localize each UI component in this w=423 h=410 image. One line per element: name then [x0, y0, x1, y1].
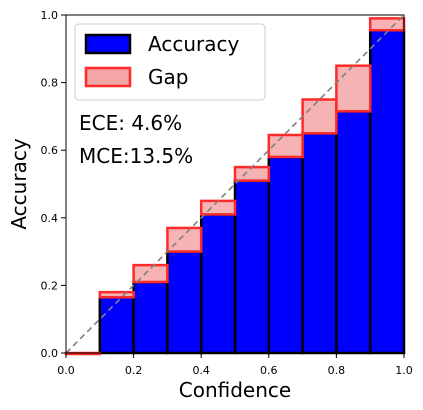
y-axis-label: Accuracy — [7, 138, 31, 229]
accuracy-bar — [301, 132, 338, 355]
gap-bar — [132, 263, 169, 284]
gap-bar — [267, 133, 304, 159]
mce-annotation: MCE:13.5% — [79, 144, 193, 168]
legend: Accuracy Gap — [74, 23, 266, 101]
gap-bar — [166, 226, 203, 253]
ece-annotation: ECE: 4.6% — [79, 111, 182, 135]
gap-bar — [301, 98, 338, 135]
accuracy-bar — [267, 155, 304, 355]
x-tick-label: 0.4 — [192, 364, 210, 377]
y-tick-label: 0.2 — [41, 279, 59, 292]
accuracy-bar — [335, 110, 372, 355]
accuracy-bar — [233, 179, 271, 355]
gap-bars — [64, 17, 406, 356]
gap-bar — [98, 290, 135, 299]
y-tick-label: 0.0 — [41, 347, 59, 360]
y-tick-label: 0.6 — [41, 144, 59, 157]
x-tick-label: 0.8 — [328, 364, 346, 377]
gap-bar — [335, 64, 372, 113]
legend-swatch-gap — [84, 66, 132, 88]
x-axis-label: Confidence — [179, 378, 291, 402]
y-tick-label: 0.8 — [41, 77, 59, 90]
legend-label-accuracy: Accuracy — [148, 32, 239, 56]
x-tick-label: 0.0 — [57, 364, 75, 377]
plot-frame — [65, 14, 405, 354]
gap-bar — [199, 199, 237, 216]
accuracy-bar — [132, 280, 169, 355]
accuracy-bar — [368, 28, 406, 355]
gap-bar — [233, 165, 271, 182]
x-tick-label: 0.2 — [125, 364, 143, 377]
x-axis-ticks: 0.0 0.2 0.4 0.6 0.8 1.0 — [57, 353, 413, 377]
legend-label-gap: Gap — [148, 65, 188, 89]
accuracy-bar — [166, 250, 203, 355]
x-tick-label: 1.0 — [395, 364, 413, 377]
y-tick-label: 0.4 — [41, 212, 59, 225]
y-tick-label: 1.0 — [41, 9, 59, 22]
legend-swatch-accuracy — [84, 33, 132, 55]
accuracy-bar — [199, 213, 237, 355]
y-axis-ticks: 0.0 0.2 0.4 0.6 0.8 1.0 — [41, 9, 66, 360]
x-tick-label: 0.6 — [260, 364, 278, 377]
accuracy-bar — [98, 295, 135, 355]
